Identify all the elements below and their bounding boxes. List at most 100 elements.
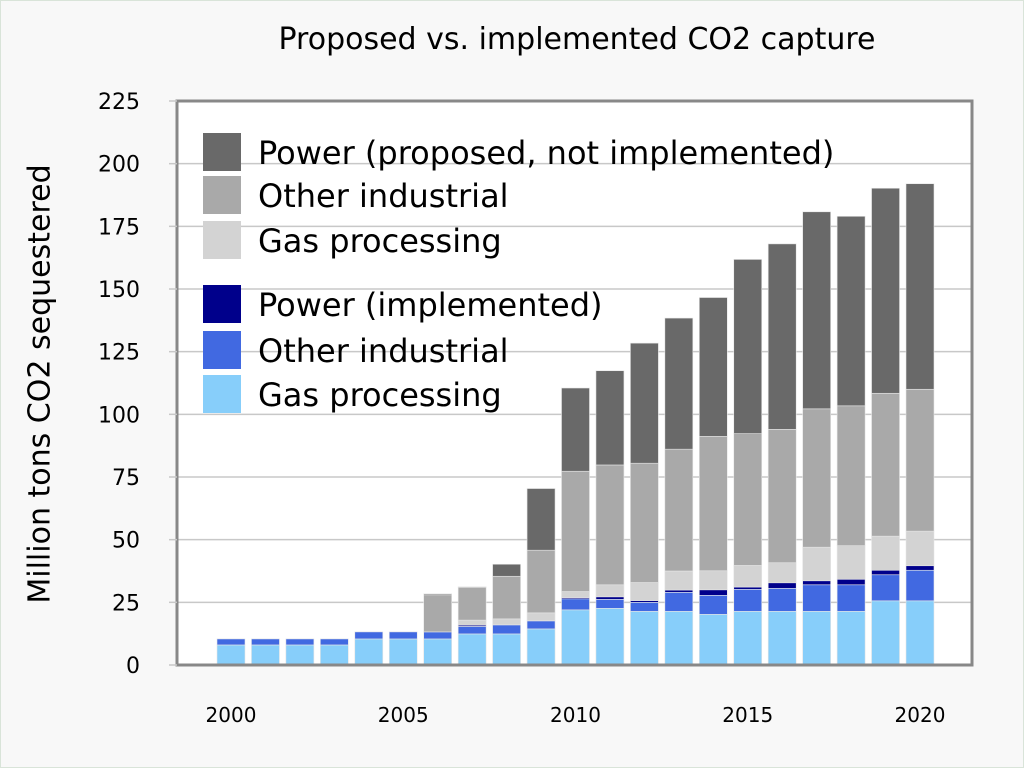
- bar-segment: [492, 563, 521, 577]
- bar-segment: [836, 545, 866, 580]
- bar-segment: [561, 609, 590, 666]
- bar-segment: [905, 565, 935, 571]
- legend-item: Power (implemented): [203, 285, 603, 324]
- bar-segment: [285, 644, 315, 666]
- bar-stack-2003: [320, 638, 349, 666]
- y-tick-label: 25: [112, 591, 140, 616]
- bar-segment: [871, 569, 900, 576]
- bar-segment: [595, 599, 625, 609]
- bar-segment: [802, 584, 831, 612]
- bar-segment: [664, 570, 694, 591]
- bar-segment: [733, 588, 763, 612]
- x-tick-label: 2020: [895, 703, 946, 727]
- plot-border: [175, 99, 974, 667]
- bar-segment: [630, 582, 659, 601]
- bar-stack-2019: [871, 187, 900, 666]
- bar-segment: [733, 259, 763, 434]
- legend-item: Gas processing: [203, 221, 502, 260]
- bar-stack-2000: [216, 638, 246, 666]
- bar-segment: [733, 565, 763, 588]
- legend-item: Power (proposed, not implemented): [203, 133, 834, 172]
- bar-stack-2007: [457, 586, 487, 666]
- bar-stack-2004: [354, 631, 384, 666]
- bar-segment: [423, 594, 453, 633]
- legend-swatch: [203, 176, 241, 214]
- bar-stack-2009: [526, 488, 556, 666]
- bar-segment: [836, 216, 866, 407]
- bar-segment: [457, 586, 487, 588]
- bar-segment: [492, 575, 521, 620]
- y-tick-label: 225: [98, 90, 140, 115]
- bar-segment: [423, 631, 453, 640]
- bar-segment: [767, 582, 797, 589]
- bar-segment: [561, 470, 590, 592]
- bar-segment: [698, 595, 728, 615]
- bar-segment: [492, 618, 521, 626]
- bar-segment: [871, 535, 900, 571]
- bar-segment: [354, 638, 384, 666]
- bar-segment: [285, 638, 315, 646]
- legend-swatch: [203, 285, 241, 323]
- legend-swatch: [203, 133, 241, 171]
- legend-item: Other industrial: [203, 176, 509, 215]
- bar-segment: [630, 611, 659, 666]
- bar-segment: [733, 611, 763, 666]
- bar-stack-2002: [285, 638, 315, 666]
- bar-segment: [871, 574, 900, 602]
- bar-segment: [871, 600, 900, 666]
- legend-item: Other industrial: [203, 331, 509, 370]
- legend-swatch: [203, 375, 241, 413]
- legend-item: Gas processing: [203, 375, 502, 414]
- bar-segment: [733, 586, 763, 590]
- bar-stack-2001: [251, 638, 280, 666]
- bar-segment: [698, 614, 728, 666]
- bar-segment: [595, 464, 625, 586]
- bar-segment: [802, 408, 831, 548]
- bar-segment: [561, 591, 590, 598]
- bar-stack-2008: [492, 563, 521, 666]
- bar-segment: [664, 317, 694, 450]
- bar-segment: [492, 633, 521, 666]
- bar-segment: [457, 587, 487, 621]
- bar-segment: [630, 602, 659, 612]
- bar-segment: [871, 187, 900, 394]
- bar-segment: [698, 570, 728, 591]
- bar-segment: [388, 638, 418, 666]
- bar-segment: [698, 589, 728, 596]
- bar-segment: [664, 589, 694, 593]
- bar-stack-2012: [630, 342, 659, 666]
- legend-label: Gas processing: [258, 222, 502, 260]
- bar-segment: [630, 342, 659, 464]
- bar-segment: [320, 644, 349, 666]
- bar-stack-2018: [836, 216, 866, 666]
- bar-segment: [836, 611, 866, 666]
- bar-segment: [767, 429, 797, 564]
- x-tick-label: 2000: [206, 703, 257, 727]
- bar-stack-2011: [595, 370, 625, 666]
- bar-segment: [526, 628, 556, 666]
- y-tick-label: 100: [98, 403, 140, 428]
- bar-segment: [664, 611, 694, 666]
- bar-stack-2013: [664, 317, 694, 666]
- bar-segment: [561, 598, 590, 611]
- x-ticks: 2000 2005 2010 2015 2020: [206, 703, 946, 727]
- bar-segment: [767, 562, 797, 584]
- bar-segment: [457, 619, 487, 626]
- bar-segment: [802, 611, 831, 666]
- bar-segment: [905, 388, 935, 532]
- bar-segment: [802, 546, 831, 582]
- bar-segment: [526, 549, 556, 614]
- legend-swatch: [203, 331, 241, 369]
- bar-stack-2006: [423, 593, 453, 666]
- bar-segment: [664, 448, 694, 572]
- bar-segment: [423, 593, 453, 596]
- y-tick-label: 150: [98, 278, 140, 303]
- bar-segment: [836, 584, 866, 612]
- bar-segment: [802, 580, 831, 586]
- bar-segment: [354, 631, 384, 640]
- bar-segment: [526, 612, 556, 622]
- legend-label: Power (proposed, not implemented): [258, 134, 834, 172]
- bar-segment: [423, 638, 453, 666]
- y-tick-label: 125: [98, 341, 140, 366]
- chart-title: Proposed vs. implemented CO2 capture: [278, 22, 876, 57]
